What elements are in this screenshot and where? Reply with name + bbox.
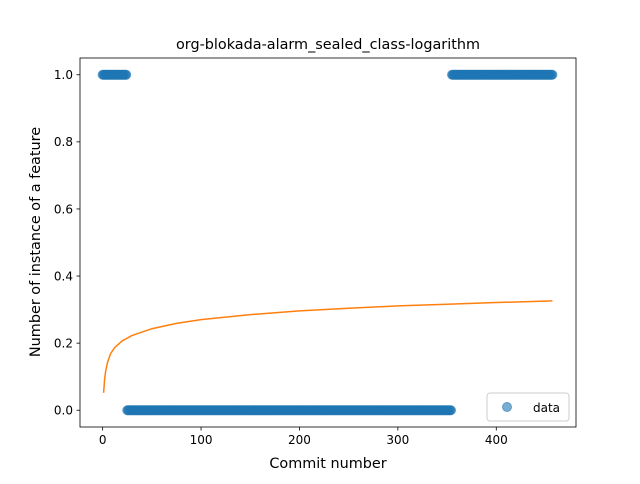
legend-label-data: data (533, 401, 560, 415)
x-tick-label: 100 (190, 433, 213, 447)
y-axis-label: Number of instance of a feature (28, 127, 44, 357)
y-tick-label: 0.6 (54, 202, 73, 216)
data-point (446, 405, 457, 416)
x-tick-label: 200 (288, 433, 311, 447)
legend-marker (502, 402, 512, 412)
legend-frame (486, 392, 570, 422)
y-tick-label: 0.0 (54, 404, 73, 418)
y-tick-label: 0.8 (54, 135, 73, 149)
x-tick-label: 0 (99, 433, 107, 447)
axes-layer: 0 100 200 300 400 0.0 0.2 0.4 0.6 0.8 1.0 (54, 57, 577, 447)
x-tick-label: 400 (485, 433, 508, 447)
y-tick-label: 0.2 (54, 336, 73, 350)
data-point (547, 69, 558, 80)
axes-frame (79, 57, 577, 428)
fit-curve (102, 300, 553, 393)
plot-layer (97, 69, 558, 416)
x-tick-label: 300 (386, 433, 409, 447)
legend: data (486, 392, 570, 422)
x-axis-label: Commit number (269, 456, 386, 472)
data-point (121, 69, 132, 80)
y-tick-label: 0.4 (54, 269, 73, 283)
chart-title: org-blokada-alarm_sealed_class-logarithm (176, 37, 480, 53)
y-tick-label: 1.0 (54, 68, 73, 82)
